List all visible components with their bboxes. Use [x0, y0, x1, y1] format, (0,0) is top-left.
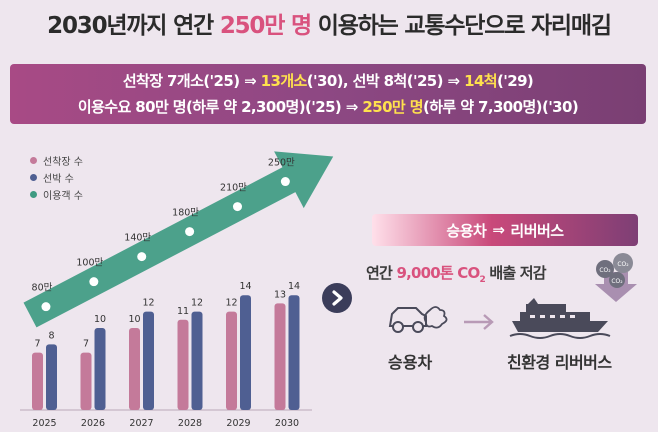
x-tick-label: 2026: [81, 418, 105, 429]
banner-line-1: 선착장 7개소('25) ⇒ 13개소('30), 선박 8척('25) ⇒ 1…: [10, 70, 646, 91]
legend-item-ship: 선박 수: [30, 169, 83, 186]
emission-post: 배출 저감: [484, 264, 546, 282]
legend-swatch: [30, 191, 37, 198]
dock-bar: [80, 352, 92, 410]
car-to-riverbus-banner: 승용차 ⇒ 리버버스: [372, 214, 638, 246]
emission-highlight: 9,000톤 CO: [396, 264, 480, 282]
banner-text: ('29): [496, 72, 534, 90]
dock-value-label: 7: [34, 339, 40, 350]
co2-down-arrow-icon: CO₂ CO₂ CO₂: [595, 253, 637, 302]
passenger-trend-arrow: [23, 151, 334, 328]
legend-label: 이용객 수: [43, 191, 83, 202]
passenger-value-label: 80만: [32, 283, 53, 294]
legend-label: 선박 수: [43, 174, 74, 185]
x-tick-label: 2029: [226, 418, 250, 429]
arrow-right-icon: [464, 314, 494, 330]
dock-value-label: 7: [83, 339, 89, 350]
dock-bar: [129, 328, 140, 410]
co2-badge: CO₂: [617, 261, 629, 268]
banner-text: 이용수요 80만 명(하루 약 2,300명)('25) ⇒: [77, 98, 363, 116]
passenger-value-label: 180만: [172, 208, 199, 219]
dock-value-label: 12: [225, 298, 237, 309]
eco-riverbus-icon: [509, 298, 611, 339]
legend-swatch: [30, 157, 37, 164]
legend-swatch: [30, 174, 37, 181]
legend-label: 선착장 수: [43, 157, 83, 168]
ship-bar: [240, 295, 251, 410]
ship-bar: [143, 311, 154, 410]
banner-highlight: 250만 명: [362, 98, 423, 116]
double-arrow-icon: ⇒: [492, 221, 505, 239]
passenger-point: [185, 227, 195, 237]
banner-line-2: 이용수요 80만 명(하루 약 2,300명)('25) ⇒ 250만 명(하루…: [10, 96, 646, 117]
x-tick-label: 2030: [275, 418, 299, 429]
passenger-point: [41, 302, 51, 312]
passenger-value-label: 100만: [76, 258, 103, 269]
banner-highlight: 14척: [464, 72, 497, 90]
emission-sub: 2: [479, 275, 485, 285]
legend-item-passenger: 이용객 수: [30, 186, 83, 203]
chart-legend: 선착장 수 선박 수 이용객 수: [30, 152, 83, 203]
ship-bar: [191, 311, 203, 410]
car-emission-icon: [388, 306, 448, 333]
dock-value-label: 10: [128, 314, 140, 325]
legend-item-dock: 선착장 수: [30, 152, 83, 169]
dock-bar: [226, 311, 237, 410]
banner-text: ('30), 선박 8척('25) ⇒: [306, 72, 465, 90]
ship-bar: [46, 344, 57, 410]
passenger-point: [137, 252, 147, 262]
dock-bar: [32, 352, 43, 410]
passenger-value-label: 210만: [220, 183, 247, 194]
ship-value-label: 10: [94, 314, 106, 325]
banner-highlight: 13개소: [260, 72, 308, 90]
emission-pre: 연간: [366, 264, 397, 282]
x-tick-label: 2025: [32, 418, 56, 429]
title-text: 2030년까지 연간: [47, 13, 220, 39]
title-text-end: 이용하는 교통수단으로 자리매김: [310, 13, 612, 39]
title-highlight: 250만 명: [219, 13, 312, 39]
pill-riverbus-label: 리버버스: [510, 221, 564, 240]
pill-car-label: 승용차: [446, 221, 487, 240]
car-label: 승용차: [388, 353, 433, 372]
emission-reduction-text: 연간 9,000톤 CO2 배출 저감: [366, 262, 547, 285]
banner-text: 선착장 7개소('25) ⇒: [122, 72, 261, 90]
ship-bar: [94, 328, 106, 410]
summary-banner: 선착장 7개소('25) ⇒ 13개소('30), 선박 8척('25) ⇒ 1…: [10, 64, 646, 124]
ship-value-label: 8: [48, 330, 54, 341]
ship-value-label: 12: [191, 298, 203, 309]
co2-badge: CO₂: [599, 267, 611, 274]
page-title: 2030년까지 연간 250만 명 이용하는 교통수단으로 자리매김: [0, 6, 658, 40]
dock-value-label: 11: [177, 306, 189, 317]
banner-text: (하루 약 7,300명)('30): [422, 98, 579, 116]
passenger-value-label: 250만: [268, 158, 295, 169]
co2-badge: CO₂: [611, 278, 623, 285]
dock-bar: [274, 303, 286, 410]
next-arrow-icon: [322, 283, 352, 313]
passenger-point: [232, 202, 242, 212]
x-tick-label: 2027: [129, 418, 153, 429]
passenger-point: [280, 177, 290, 187]
dock-bar: [177, 319, 189, 410]
ship-value-label: 14: [239, 281, 251, 292]
riverbus-label: 친환경 리버버스: [507, 353, 612, 372]
dock-value-label: 13: [274, 289, 286, 300]
ship-value-label: 14: [288, 281, 300, 292]
ship-bar: [288, 295, 300, 410]
ship-value-label: 12: [142, 298, 154, 309]
passenger-point: [89, 277, 99, 287]
passenger-value-label: 140만: [124, 233, 151, 244]
x-tick-label: 2028: [178, 418, 202, 429]
